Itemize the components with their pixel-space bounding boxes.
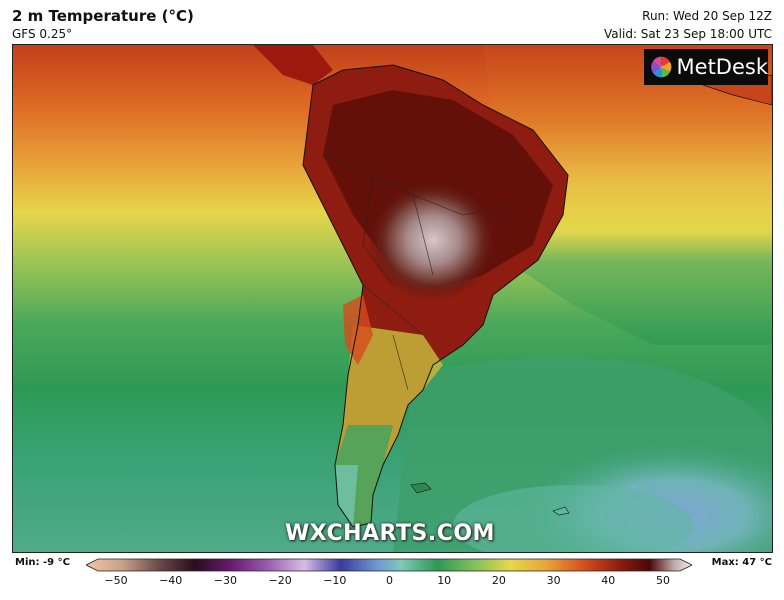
falkland-islands bbox=[410, 482, 432, 494]
central-america bbox=[253, 45, 333, 85]
temperature-map: MetDesk WXCHARTS.COM bbox=[12, 44, 773, 553]
atlantic-warm-field bbox=[483, 45, 772, 345]
color-scale-tick: 0 bbox=[386, 574, 393, 587]
color-scale-tick: 40 bbox=[601, 574, 616, 587]
color-scale-tick: −30 bbox=[213, 574, 237, 587]
color-scale-tick: 30 bbox=[546, 574, 561, 587]
heat-core bbox=[368, 180, 498, 300]
color-scale-bar bbox=[86, 558, 692, 572]
model-label: GFS 0.25° bbox=[12, 27, 73, 41]
color-scale-tick: −40 bbox=[159, 574, 183, 587]
color-scale-tick: −10 bbox=[323, 574, 347, 587]
map-title: 2 m Temperature (°C) bbox=[12, 7, 194, 25]
color-scale-tick: −50 bbox=[104, 574, 128, 587]
color-scale-tick: 10 bbox=[437, 574, 452, 587]
max-temperature: Max: 47 °C bbox=[711, 557, 772, 568]
valid-time: Valid: Sat 23 Sep 18:00 UTC bbox=[604, 27, 772, 41]
run-time: Run: Wed 20 Sep 12Z bbox=[642, 9, 772, 23]
metdesk-logo-icon bbox=[651, 56, 672, 78]
watermark: WXCHARTS.COM bbox=[285, 521, 495, 546]
color-scale-tick: 20 bbox=[491, 574, 506, 587]
metdesk-logo-text: MetDesk bbox=[676, 55, 768, 79]
min-temperature: Min: -9 °C bbox=[15, 557, 70, 568]
metdesk-logo: MetDesk bbox=[644, 49, 768, 85]
color-scale-tick: 50 bbox=[656, 574, 670, 587]
color-scale-tick: −20 bbox=[268, 574, 292, 587]
map-canvas bbox=[13, 45, 772, 552]
